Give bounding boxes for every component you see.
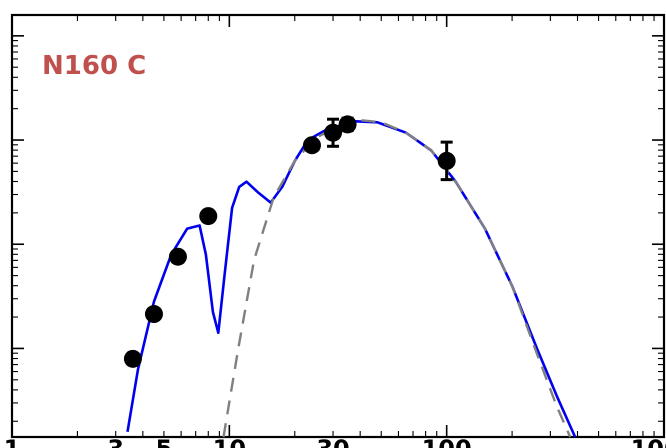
data-point [324,123,343,142]
data-point [144,305,163,324]
dust-model-dashed-line [222,119,572,438]
x-tick-label: 5 [156,435,173,448]
x-tick-label: 1 [4,435,21,448]
x-tick-label: 10 [213,435,246,448]
x-tick-label: 3 [107,435,124,448]
x-tick-labels: 1 3 5 10 30 100 1000 [4,435,666,448]
total-model-line [126,120,577,438]
data-point [168,247,187,266]
data-markers [123,115,456,368]
data-point [302,136,321,155]
data-point [199,207,218,226]
x-tick-label: 100 [422,435,472,448]
plot-frame [10,13,666,439]
x-axis-ticks [11,15,655,437]
data-point [437,151,456,170]
series-lines [126,119,577,438]
object-label: N160 C [42,51,146,81]
x-tick-label: 30 [316,435,349,448]
y-axis-ticks [12,35,664,422]
data-point [338,115,357,134]
data-point [123,349,142,368]
x-tick-label: 1000 [631,435,666,448]
